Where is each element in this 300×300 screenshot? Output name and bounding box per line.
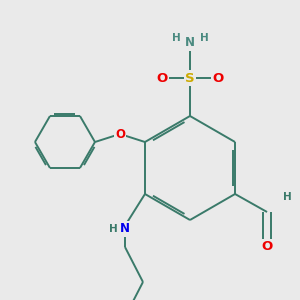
Text: N: N (120, 223, 130, 236)
Text: S: S (185, 71, 195, 85)
Text: H: H (283, 192, 291, 202)
Text: N: N (185, 37, 195, 50)
Text: O: O (261, 241, 273, 254)
Text: H: H (109, 224, 117, 234)
Text: O: O (156, 71, 168, 85)
Text: O: O (212, 71, 224, 85)
Text: H: H (200, 33, 208, 43)
Text: O: O (115, 128, 125, 140)
Text: H: H (172, 33, 180, 43)
